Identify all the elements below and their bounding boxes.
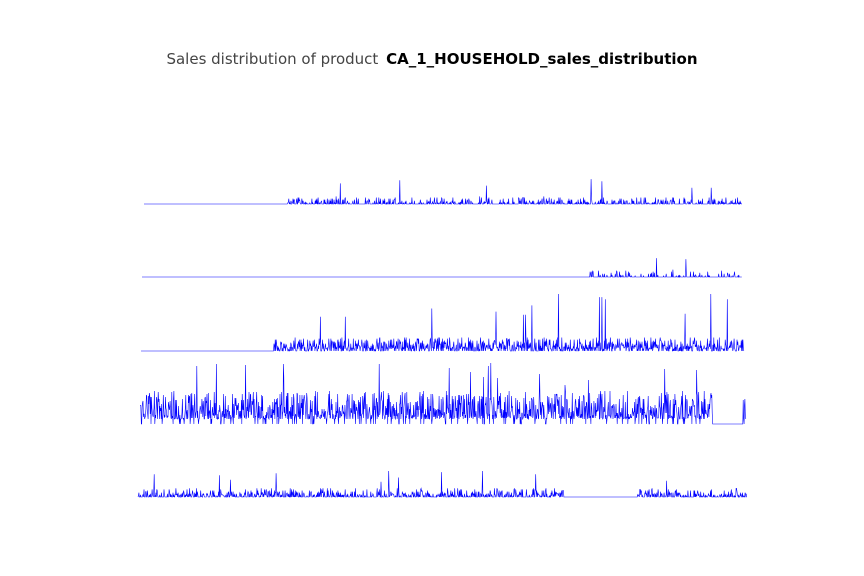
title-product: CA_1_HOUSEHOLD_sales_distribution <box>386 50 698 68</box>
chart-title: Sales distribution of product CA_1_HOUSE… <box>0 50 864 68</box>
series-line-panel-5 <box>137 470 748 499</box>
series-line-panel-2 <box>142 258 742 279</box>
title-prefix: Sales distribution of product <box>166 50 379 68</box>
series-line-panel-4 <box>140 362 747 425</box>
series-line-panel-1 <box>144 179 742 206</box>
series-line-panel-3 <box>141 293 745 352</box>
